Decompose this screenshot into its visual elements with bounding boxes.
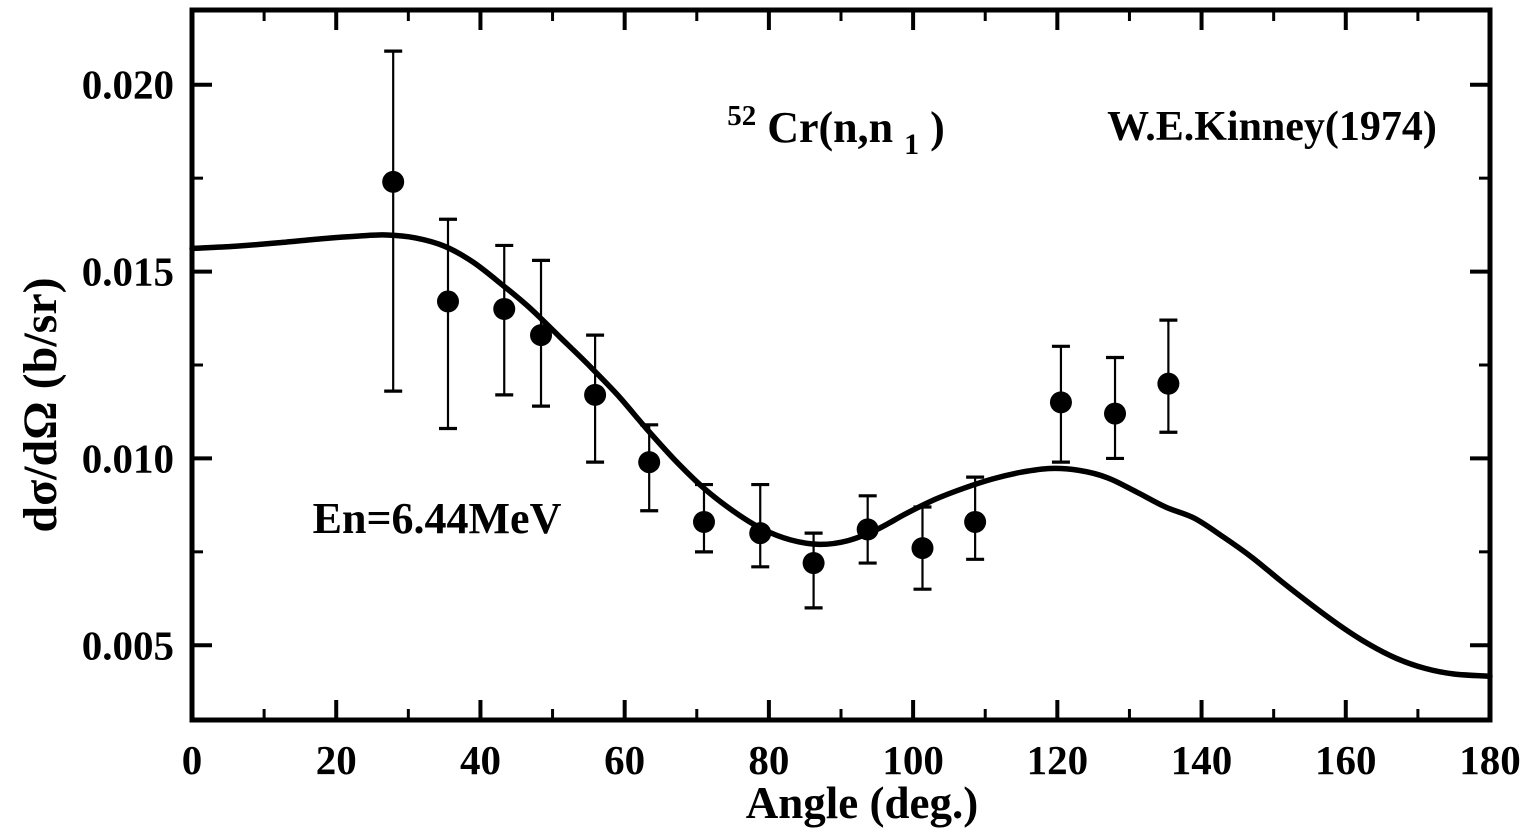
reaction-label: 52 Cr(n,n 1 ) [727, 86, 945, 164]
plot-area: 0 20 40 60 80 100 120 140 160 180 0.005 0.010 0.015 0… [82, 7, 1521, 783]
data-point [638, 451, 661, 474]
reaction-body: Cr(n,n [767, 103, 893, 152]
x-tick-label: 20 [316, 737, 357, 783]
data-point [436, 290, 459, 313]
data-point [530, 324, 553, 347]
x-tick-label: 80 [748, 737, 789, 783]
y-axis-title: dσ/dΩ (b/sr) [14, 277, 67, 532]
x-tick-label: 100 [882, 737, 944, 783]
energy-annotation: En=6.44MeV [313, 494, 562, 543]
reaction-close-paren: ) [930, 103, 945, 152]
x-tick-label: 40 [460, 737, 501, 783]
x-tick-label: 120 [1027, 737, 1089, 783]
x-tick-label: 0 [182, 737, 203, 783]
x-tick-label: 140 [1171, 737, 1233, 783]
reference-label: W.E.Kinney(1974) [1107, 104, 1437, 150]
data-point [1157, 372, 1180, 395]
x-tick-label: 60 [604, 737, 645, 783]
y-tick-label: 0.015 [82, 249, 174, 295]
reaction-level-subscript: 1 [904, 128, 919, 161]
data-point [1104, 402, 1127, 425]
data-point [1049, 391, 1072, 414]
reaction-mass-superscript: 52 [727, 100, 756, 132]
model-curve [189, 232, 1493, 680]
data-point [692, 510, 715, 533]
data-point [584, 383, 607, 406]
y-tick-label: 0.020 [82, 62, 174, 108]
x-axis-title: Angle (deg.) [746, 778, 978, 828]
data-point [802, 552, 825, 575]
data-point [964, 510, 987, 533]
data-point [911, 537, 934, 560]
data-point [382, 170, 405, 193]
x-tick-label: 160 [1315, 737, 1377, 783]
data-point [493, 297, 516, 320]
y-tick-label: 0.005 [82, 622, 174, 668]
x-tick-label: 180 [1459, 737, 1521, 783]
y-tick-label: 0.010 [82, 435, 174, 481]
